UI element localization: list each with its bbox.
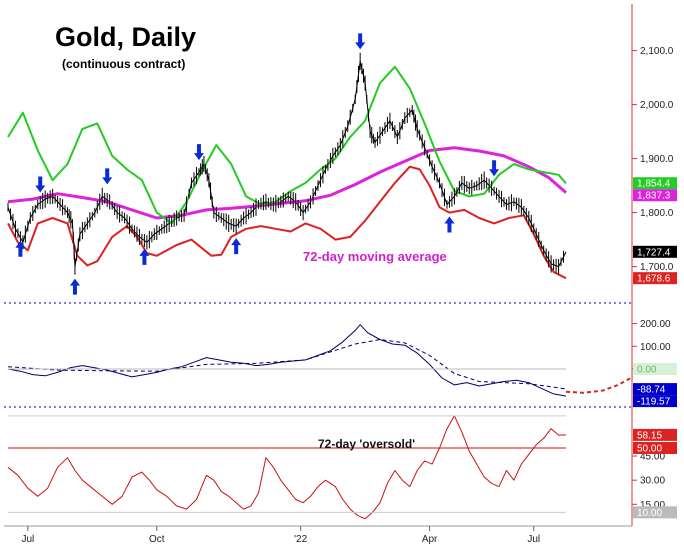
chart-subtitle: (continuous contract) bbox=[62, 57, 185, 71]
price-value-badge bbox=[633, 177, 677, 190]
x-axis: Jul Oct '22 Apr Jul bbox=[21, 526, 540, 545]
price-value-badge bbox=[633, 272, 677, 285]
price-ytick-label: 2,100.0 bbox=[640, 46, 674, 57]
oscillator-ytick-label: 15.00 bbox=[640, 500, 665, 511]
momentum-ytick-label: 100.00 bbox=[640, 342, 671, 353]
oversold-annotation: 72-day 'oversold' bbox=[318, 437, 415, 451]
down-arrow-icon bbox=[35, 176, 46, 193]
moving-average-annotation: 72-day moving average bbox=[303, 249, 447, 264]
oscillator-panel: 45.00 30.00 15.00 58.15 50.00 10.00 bbox=[7, 415, 677, 520]
price-value-badge bbox=[633, 245, 677, 258]
down-arrow-icon bbox=[355, 33, 366, 50]
price-value-badge bbox=[633, 189, 677, 202]
momentum-ytick-label: 200.00 bbox=[640, 319, 671, 330]
price-ytick-label: 1,900.0 bbox=[640, 154, 674, 165]
price-value-badge-label: 1,678.6 bbox=[637, 274, 671, 285]
price-value-badge-label: 1,854.4 bbox=[637, 179, 671, 190]
momentum-value-badge bbox=[633, 395, 677, 408]
momentum-series-projection bbox=[565, 376, 634, 394]
price-ytick-label: 2,000.0 bbox=[640, 100, 674, 111]
price-value-badge-label: 1,837.3 bbox=[637, 191, 671, 202]
price-series-upper_band bbox=[7, 65, 567, 225]
momentum-value-badge-label: 0.00 bbox=[637, 364, 657, 375]
down-arrow-icon bbox=[102, 168, 113, 185]
xtick-label: Apr bbox=[422, 534, 438, 545]
oscillator-ytick-label: 30.00 bbox=[640, 476, 665, 487]
price-panel: 2,100.0 2,000.0 1,900.0 1,800.0 1,700.0 1,854… bbox=[7, 46, 677, 285]
price-value-badge-label: 1,727.4 bbox=[637, 247, 671, 258]
down-arrow-icon bbox=[193, 144, 204, 161]
up-arrow-icon bbox=[69, 278, 80, 295]
signal-arrows bbox=[15, 33, 500, 295]
oscillator-series-oscillator bbox=[7, 415, 567, 520]
up-arrow-icon bbox=[231, 238, 242, 255]
price-series-lower_band bbox=[7, 165, 567, 280]
up-arrow-icon bbox=[15, 240, 26, 257]
oscillator-value-badge-label: 58.15 bbox=[637, 430, 662, 441]
xtick-label: Oct bbox=[149, 534, 165, 545]
oscillator-value-badge-label: 50.00 bbox=[637, 444, 662, 455]
chart-title: Gold, Daily bbox=[55, 22, 196, 52]
down-arrow-icon bbox=[489, 160, 500, 177]
xtick-label: '22 bbox=[294, 534, 307, 545]
momentum-value-badge bbox=[633, 383, 677, 396]
xtick-label: Jul bbox=[21, 534, 34, 545]
oscillator-value-badge-label: 10.00 bbox=[637, 508, 662, 519]
oscillator-value-badge bbox=[633, 442, 677, 454]
price-ytick-label: 1,700.0 bbox=[640, 262, 674, 273]
oscillator-value-badge bbox=[633, 428, 677, 441]
momentum-series-signal bbox=[7, 339, 567, 390]
price-ytick-label: 1,800.0 bbox=[640, 208, 674, 219]
up-arrow-icon bbox=[139, 248, 150, 265]
oscillator-value-badge bbox=[633, 506, 677, 519]
xtick-label: Jul bbox=[527, 534, 540, 545]
momentum-value-badge bbox=[633, 362, 677, 375]
momentum-value-badge-label: -119.57 bbox=[637, 397, 671, 408]
oscillator-ytick-label: 45.00 bbox=[640, 452, 665, 463]
momentum-value-badge-label: -88.74 bbox=[637, 385, 666, 396]
price-series-price bbox=[7, 60, 567, 268]
up-arrow-icon bbox=[444, 216, 455, 233]
